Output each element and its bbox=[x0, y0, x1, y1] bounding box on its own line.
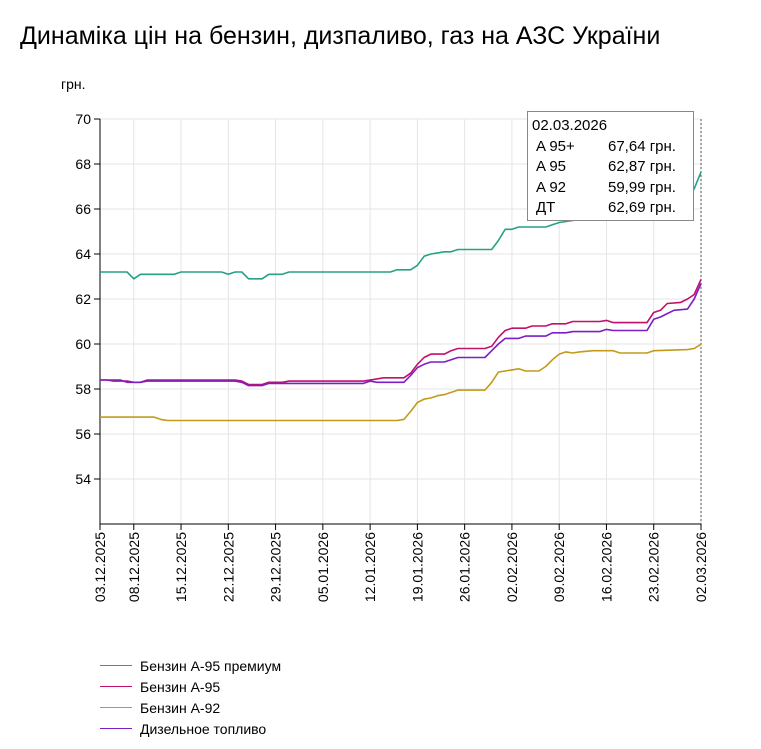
axes: 54 56 58 60 62 64 66 68 70 03.12.2025 08.12.2025 15… bbox=[61, 76, 709, 602]
x-tick-label: 19.01.2026 bbox=[409, 532, 425, 602]
tooltip-value: 62,87 грн. bbox=[608, 158, 676, 175]
x-tick-label: 12.01.2026 bbox=[362, 532, 378, 602]
hover-tooltip: 02.03.2026 A 95+ 67,64 грн. A 95 62,87 г… bbox=[527, 111, 694, 221]
tooltip-label: A 95 bbox=[536, 158, 567, 175]
x-tick-label: 26.01.2026 bbox=[457, 532, 473, 602]
series-line-a92 bbox=[100, 343, 702, 422]
series-line-dt bbox=[100, 283, 702, 387]
y-tick-label: 60 bbox=[75, 336, 91, 352]
tooltip-row-a95: A 95 62,87 грн. bbox=[532, 157, 689, 178]
legend-swatch-a92 bbox=[100, 707, 132, 708]
tooltip-label: A 92 bbox=[536, 178, 567, 196]
legend-label-dt: Дизельное топливо bbox=[140, 720, 267, 737]
tooltip-label: ДТ bbox=[536, 199, 556, 216]
tooltip-row-a95plus: A 95+ 67,64 грн. bbox=[532, 137, 689, 158]
y-tick-label: 54 bbox=[75, 471, 91, 487]
y-tick-label: 56 bbox=[75, 426, 91, 442]
tooltip-label: A 95+ bbox=[536, 137, 575, 155]
y-tick-label: 58 bbox=[75, 381, 91, 397]
x-tick-label: 05.01.2026 bbox=[315, 532, 331, 602]
x-tick-label: 03.12.2025 bbox=[92, 532, 108, 602]
y-axis-label: грн. bbox=[61, 76, 86, 92]
tooltip-row-dt: ДТ 62,69 грн. bbox=[532, 198, 689, 219]
tooltip-value: 67,64 грн. bbox=[608, 137, 676, 155]
x-tick-label: 23.02.2026 bbox=[646, 532, 662, 602]
legend-item-a95plus[interactable]: Бензин А-95 премиум bbox=[100, 655, 281, 676]
x-tick-label: 16.02.2026 bbox=[598, 532, 614, 602]
chart-title: Динаміка цін на бензин, дизпаливо, газ н… bbox=[20, 22, 661, 50]
series-line-a95plus bbox=[100, 171, 702, 280]
x-tick-label: 22.12.2025 bbox=[220, 532, 236, 602]
x-tick-label: 15.12.2025 bbox=[173, 532, 189, 602]
y-tick-label: 68 bbox=[75, 156, 91, 172]
x-tick-label: 29.12.2025 bbox=[268, 532, 284, 602]
x-tick-label: 02.03.2026 bbox=[693, 532, 709, 602]
tooltip-row-a92: A 92 59,99 грн. bbox=[532, 178, 689, 199]
legend-item-a95[interactable]: Бензин А-95 bbox=[100, 676, 281, 697]
x-tick-label: 09.02.2026 bbox=[551, 532, 567, 602]
y-tick-label: 64 bbox=[75, 246, 91, 262]
legend-swatch-dt bbox=[100, 728, 132, 729]
legend-swatch-a95plus bbox=[100, 665, 132, 666]
series-lines bbox=[100, 171, 702, 422]
tooltip-value: 62,69 грн. bbox=[608, 199, 676, 216]
y-tick-label: 62 bbox=[75, 291, 91, 307]
tooltip-value: 59,99 грн. bbox=[608, 178, 676, 196]
x-tick-label: 08.12.2025 bbox=[126, 532, 142, 602]
legend-label-a92: Бензин А-92 bbox=[140, 699, 221, 716]
y-tick-label: 66 bbox=[75, 201, 91, 217]
legend: Бензин А-95 премиум Бензин А-95 Бензин А… bbox=[100, 655, 281, 739]
x-tick-label: 02.02.2026 bbox=[504, 532, 520, 602]
series-line-a95 bbox=[100, 279, 702, 386]
legend-item-dt[interactable]: Дизельное топливо bbox=[100, 718, 281, 739]
legend-label-a95: Бензин А-95 bbox=[140, 678, 221, 695]
legend-label-a95plus: Бензин А-95 премиум bbox=[140, 657, 282, 674]
legend-swatch-a95 bbox=[100, 686, 132, 687]
legend-item-a92[interactable]: Бензин А-92 bbox=[100, 697, 281, 718]
tooltip-date: 02.03.2026 bbox=[532, 117, 608, 134]
y-tick-label: 70 bbox=[75, 111, 91, 127]
